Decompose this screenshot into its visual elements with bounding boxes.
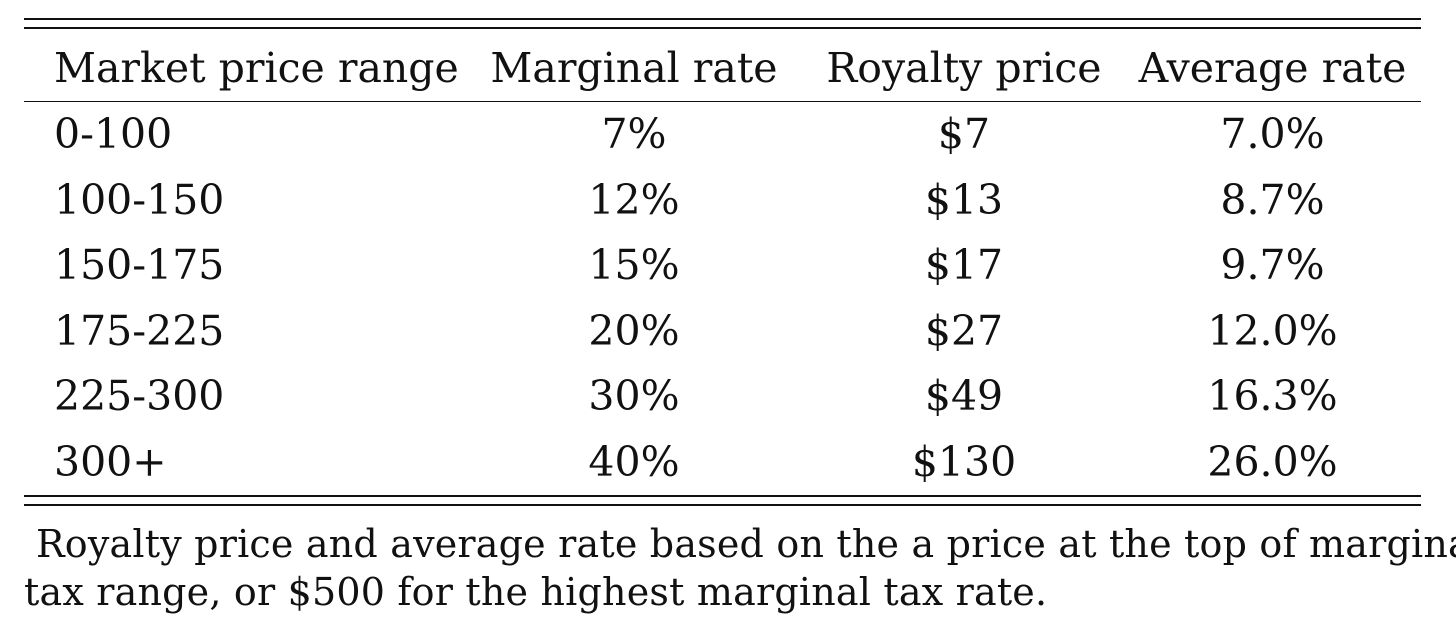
cell-royalty-price: $17 (924, 241, 1004, 290)
cell-market-price-range: 225-300 (54, 372, 225, 421)
cell-royalty-price: $130 (911, 437, 1017, 486)
caption-line-1: Royalty price and average rate based on … (36, 522, 1456, 566)
cell-marginal-rate: 20% (588, 306, 680, 355)
table-row: 300+ 40% $130 26.0% (24, 430, 1421, 496)
bottom-rule-outer (24, 503, 1421, 506)
cell-average-rate: 8.7% (1220, 175, 1325, 224)
cell-average-rate: 16.3% (1207, 372, 1338, 421)
cell-market-price-range: 300+ (54, 437, 167, 486)
caption-line-2: tax range, or $500 for the highest margi… (24, 570, 1048, 614)
table-body: 0-100 7% $7 7.0% 100-150 12% $13 8.7% 15… (24, 102, 1421, 495)
cell-royalty-price: $13 (924, 175, 1004, 224)
cell-average-rate: 9.7% (1220, 241, 1325, 290)
cell-average-rate: 7.0% (1220, 110, 1325, 159)
cell-market-price-range: 100-150 (54, 175, 225, 224)
table-caption: Royalty price and average rate based on … (24, 520, 1456, 616)
cell-market-price-range: 0-100 (54, 110, 173, 159)
table-row: 225-300 30% $49 16.3% (24, 364, 1421, 430)
cell-market-price-range: 175-225 (54, 306, 225, 355)
bottom-rule-inner (24, 495, 1421, 497)
header-row: Market price range Marginal rate Royalty… (24, 29, 1421, 101)
cell-marginal-rate: 12% (588, 175, 680, 224)
royalty-table-block: Market price range Marginal rate Royalty… (24, 18, 1421, 506)
header-average-rate: Average rate (1138, 44, 1407, 92)
table-row: 175-225 20% $27 12.0% (24, 299, 1421, 365)
table-row: 0-100 7% $7 7.0% (24, 102, 1421, 168)
royalty-rate-table: Market price range Marginal rate Royalty… (24, 29, 1421, 101)
royalty-rate-table-body: 0-100 7% $7 7.0% 100-150 12% $13 8.7% 15… (24, 102, 1421, 495)
top-rule-inner (24, 27, 1421, 29)
header-market-price-range: Market price range (54, 44, 459, 92)
table-row: 150-175 15% $17 9.7% (24, 233, 1421, 299)
top-rule-outer (24, 18, 1421, 20)
table-header: Market price range Marginal rate Royalty… (24, 29, 1421, 101)
table-row: 100-150 12% $13 8.7% (24, 168, 1421, 234)
cell-marginal-rate: 40% (588, 437, 680, 486)
cell-royalty-price: $27 (924, 306, 1004, 355)
cell-market-price-range: 150-175 (54, 241, 225, 290)
header-rule (24, 100, 1421, 102)
header-royalty-price: Royalty price (826, 44, 1102, 92)
cell-marginal-rate: 7% (601, 110, 667, 159)
cell-marginal-rate: 30% (588, 372, 680, 421)
cell-marginal-rate: 15% (588, 241, 680, 290)
cell-royalty-price: $7 (937, 110, 991, 159)
cell-royalty-price: $49 (924, 372, 1004, 421)
cell-average-rate: 26.0% (1207, 437, 1338, 486)
cell-average-rate: 12.0% (1207, 306, 1338, 355)
header-marginal-rate: Marginal rate (490, 44, 778, 92)
